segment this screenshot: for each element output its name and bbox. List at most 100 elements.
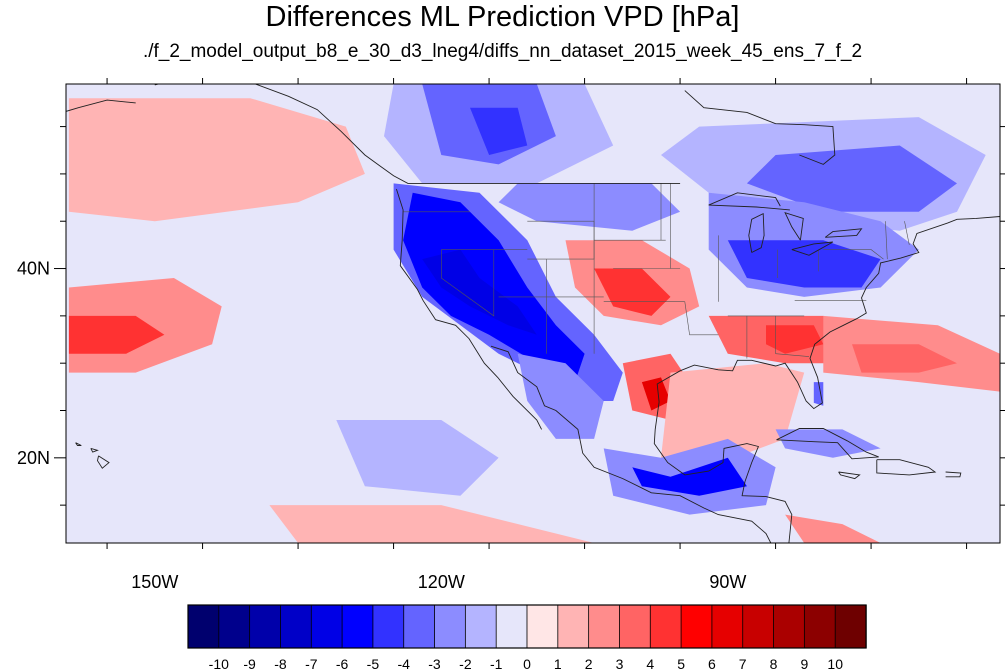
coastline	[653, 401, 793, 543]
coastline	[784, 211, 804, 241]
field-region-southern-pacific-positive	[269, 505, 595, 543]
field-region-pacific-west-positive-core	[68, 315, 165, 354]
colorbar-label: -8	[274, 656, 287, 672]
coastline	[791, 241, 834, 256]
colorbar-label: 3	[616, 656, 624, 672]
map-boundaries	[66, 84, 1000, 543]
colorbar-label: -6	[336, 656, 349, 672]
map-title: Differences ML Prediction VPD [hPa]	[265, 1, 740, 33]
colorbar-label: 7	[739, 656, 747, 672]
colorbar-swatch	[341, 604, 374, 649]
colorbar-swatch	[711, 604, 744, 649]
map-axis-labels: 40N 20N 150W 120W 90W	[17, 259, 746, 592]
colorbar-swatch	[403, 604, 436, 649]
lon-label: 150W	[131, 572, 178, 592]
coastline	[876, 459, 937, 476]
colorbar-swatch	[742, 604, 775, 649]
coastline	[490, 345, 772, 543]
coastline	[90, 447, 99, 453]
colorbar-swatch	[803, 604, 836, 649]
colorbar-label: -3	[428, 656, 441, 672]
coastline	[945, 471, 962, 478]
colorbar-label: 10	[827, 656, 843, 672]
field-region-southern-caribbean-positive	[785, 514, 881, 543]
field-region-northeast-negative-core	[727, 240, 881, 288]
state-boundary	[904, 221, 910, 245]
state-boundary	[684, 301, 719, 336]
colorbar-swatch	[834, 604, 867, 649]
difference-field	[68, 84, 1000, 543]
colorbar-frame	[187, 604, 867, 649]
colorbar-swatch	[464, 604, 497, 649]
colorbar-label: -2	[459, 656, 472, 672]
colorbar-label: -5	[367, 656, 380, 672]
colorbar-swatch	[557, 604, 590, 649]
coastline	[824, 228, 863, 238]
colorbar-swatch	[434, 604, 467, 649]
colorbar-swatch	[218, 604, 251, 649]
field-region-pacific-south-negative	[336, 420, 499, 496]
coastline	[776, 428, 879, 460]
colorbar-swatch	[187, 604, 220, 649]
state-boundary	[885, 221, 888, 260]
coastline	[838, 471, 861, 480]
map-ticks	[54, 78, 1005, 549]
field-region-alberta-negative-core	[470, 107, 528, 155]
coastline	[254, 84, 681, 184]
coastline	[656, 216, 1000, 410]
field-region-canada-east-negative-core	[746, 145, 957, 212]
colorbar-swatch	[280, 604, 312, 649]
field-region-gulf-positive	[661, 363, 805, 468]
state-boundary	[775, 353, 810, 357]
colorbar-label: 9	[801, 656, 809, 672]
colorbar-label: -7	[305, 656, 318, 672]
colorbar-label: -1	[490, 656, 503, 672]
field-region-northern-plains-negative	[498, 183, 681, 231]
field-region-southeast-positive-core	[766, 325, 824, 354]
map-frame	[65, 83, 1001, 544]
colorbar-swatch	[249, 604, 282, 649]
field-region-western-us-negative-deep	[422, 249, 537, 335]
colorbar-label: 1	[554, 656, 562, 672]
colorbar-swatch	[649, 604, 682, 649]
coastline	[66, 99, 136, 112]
field-region-pacific-northeast-weak-positive	[68, 98, 365, 222]
colorbar-label: 5	[677, 656, 685, 672]
field-region-florida-negative	[813, 382, 824, 406]
colorbar-swatch	[588, 604, 621, 649]
colorbar-label: -4	[397, 656, 410, 672]
colorbar-swatch	[680, 604, 713, 649]
field-region-central-america-negative-core	[632, 457, 747, 496]
lon-label: 90W	[709, 572, 746, 592]
colorbar-swatch	[495, 604, 528, 649]
colorbar-label: -9	[243, 656, 256, 672]
map-plot-area	[66, 84, 1000, 543]
field-region-atlantic-positive-core	[852, 344, 957, 373]
colorbar-swatch	[773, 604, 806, 649]
coastline	[97, 455, 110, 469]
lat-label: 40N	[17, 259, 50, 279]
colorbar-label: 2	[585, 656, 593, 672]
coastline	[684, 90, 836, 165]
colorbar-swatch	[619, 604, 651, 649]
field-region-central-plains-positive-core	[594, 268, 671, 316]
field-region-mexico-negative	[517, 353, 604, 439]
map-subtitle: ./f_2_model_output_b8_e_30_d3_lneg4/diff…	[142, 41, 863, 62]
colorbar-swatch	[310, 604, 343, 649]
coastline	[66, 437, 67, 438]
colorbar-swatch	[526, 604, 559, 649]
field-region-caribbean-negative	[775, 429, 881, 458]
coastline	[75, 442, 82, 446]
colorbar-label: -10	[209, 656, 229, 672]
colorbar-swatch	[372, 604, 405, 649]
state-boundary	[440, 249, 495, 317]
colorbar-label: 8	[770, 656, 778, 672]
coastline	[395, 188, 543, 430]
colorbar-label: 6	[708, 656, 716, 672]
colorbar: -10 -9 -8 -7 -6 -5 -4 -3 -2 -1 0 1 2 3 4 5 6 7 8 9 10	[187, 604, 867, 672]
field-region-texas-positive-core	[641, 377, 671, 411]
colorbar-label: 0	[523, 656, 531, 672]
lat-label: 20N	[17, 448, 50, 468]
coastline	[748, 212, 765, 253]
